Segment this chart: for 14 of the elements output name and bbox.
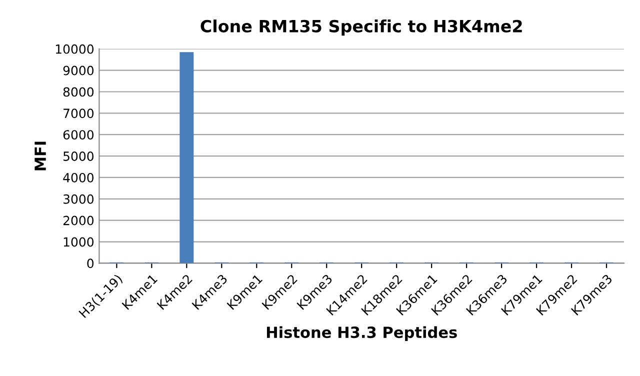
y-tick-label: 0	[87, 258, 94, 268]
y-tick-label: 9000	[63, 66, 94, 76]
y-tick-label: 10000	[56, 44, 94, 54]
y-tick-label: 7000	[64, 108, 94, 118]
y-axis-title: MFI	[34, 142, 46, 170]
y-tick-label: 1000	[64, 237, 94, 247]
y-tick-label: 2000	[63, 216, 94, 226]
y-tick-label: 3000	[63, 194, 94, 204]
x-axis-title: Histone H3.3 Peptides	[266, 326, 457, 342]
chart-title: Clone RM135 Specific to H3K4me2	[200, 20, 522, 36]
y-tick-label: 8000	[63, 87, 94, 97]
y-tick-label: 6000	[63, 130, 94, 140]
y-tick-label: 4000	[63, 172, 94, 182]
y-tick-label: 5000	[63, 152, 94, 161]
